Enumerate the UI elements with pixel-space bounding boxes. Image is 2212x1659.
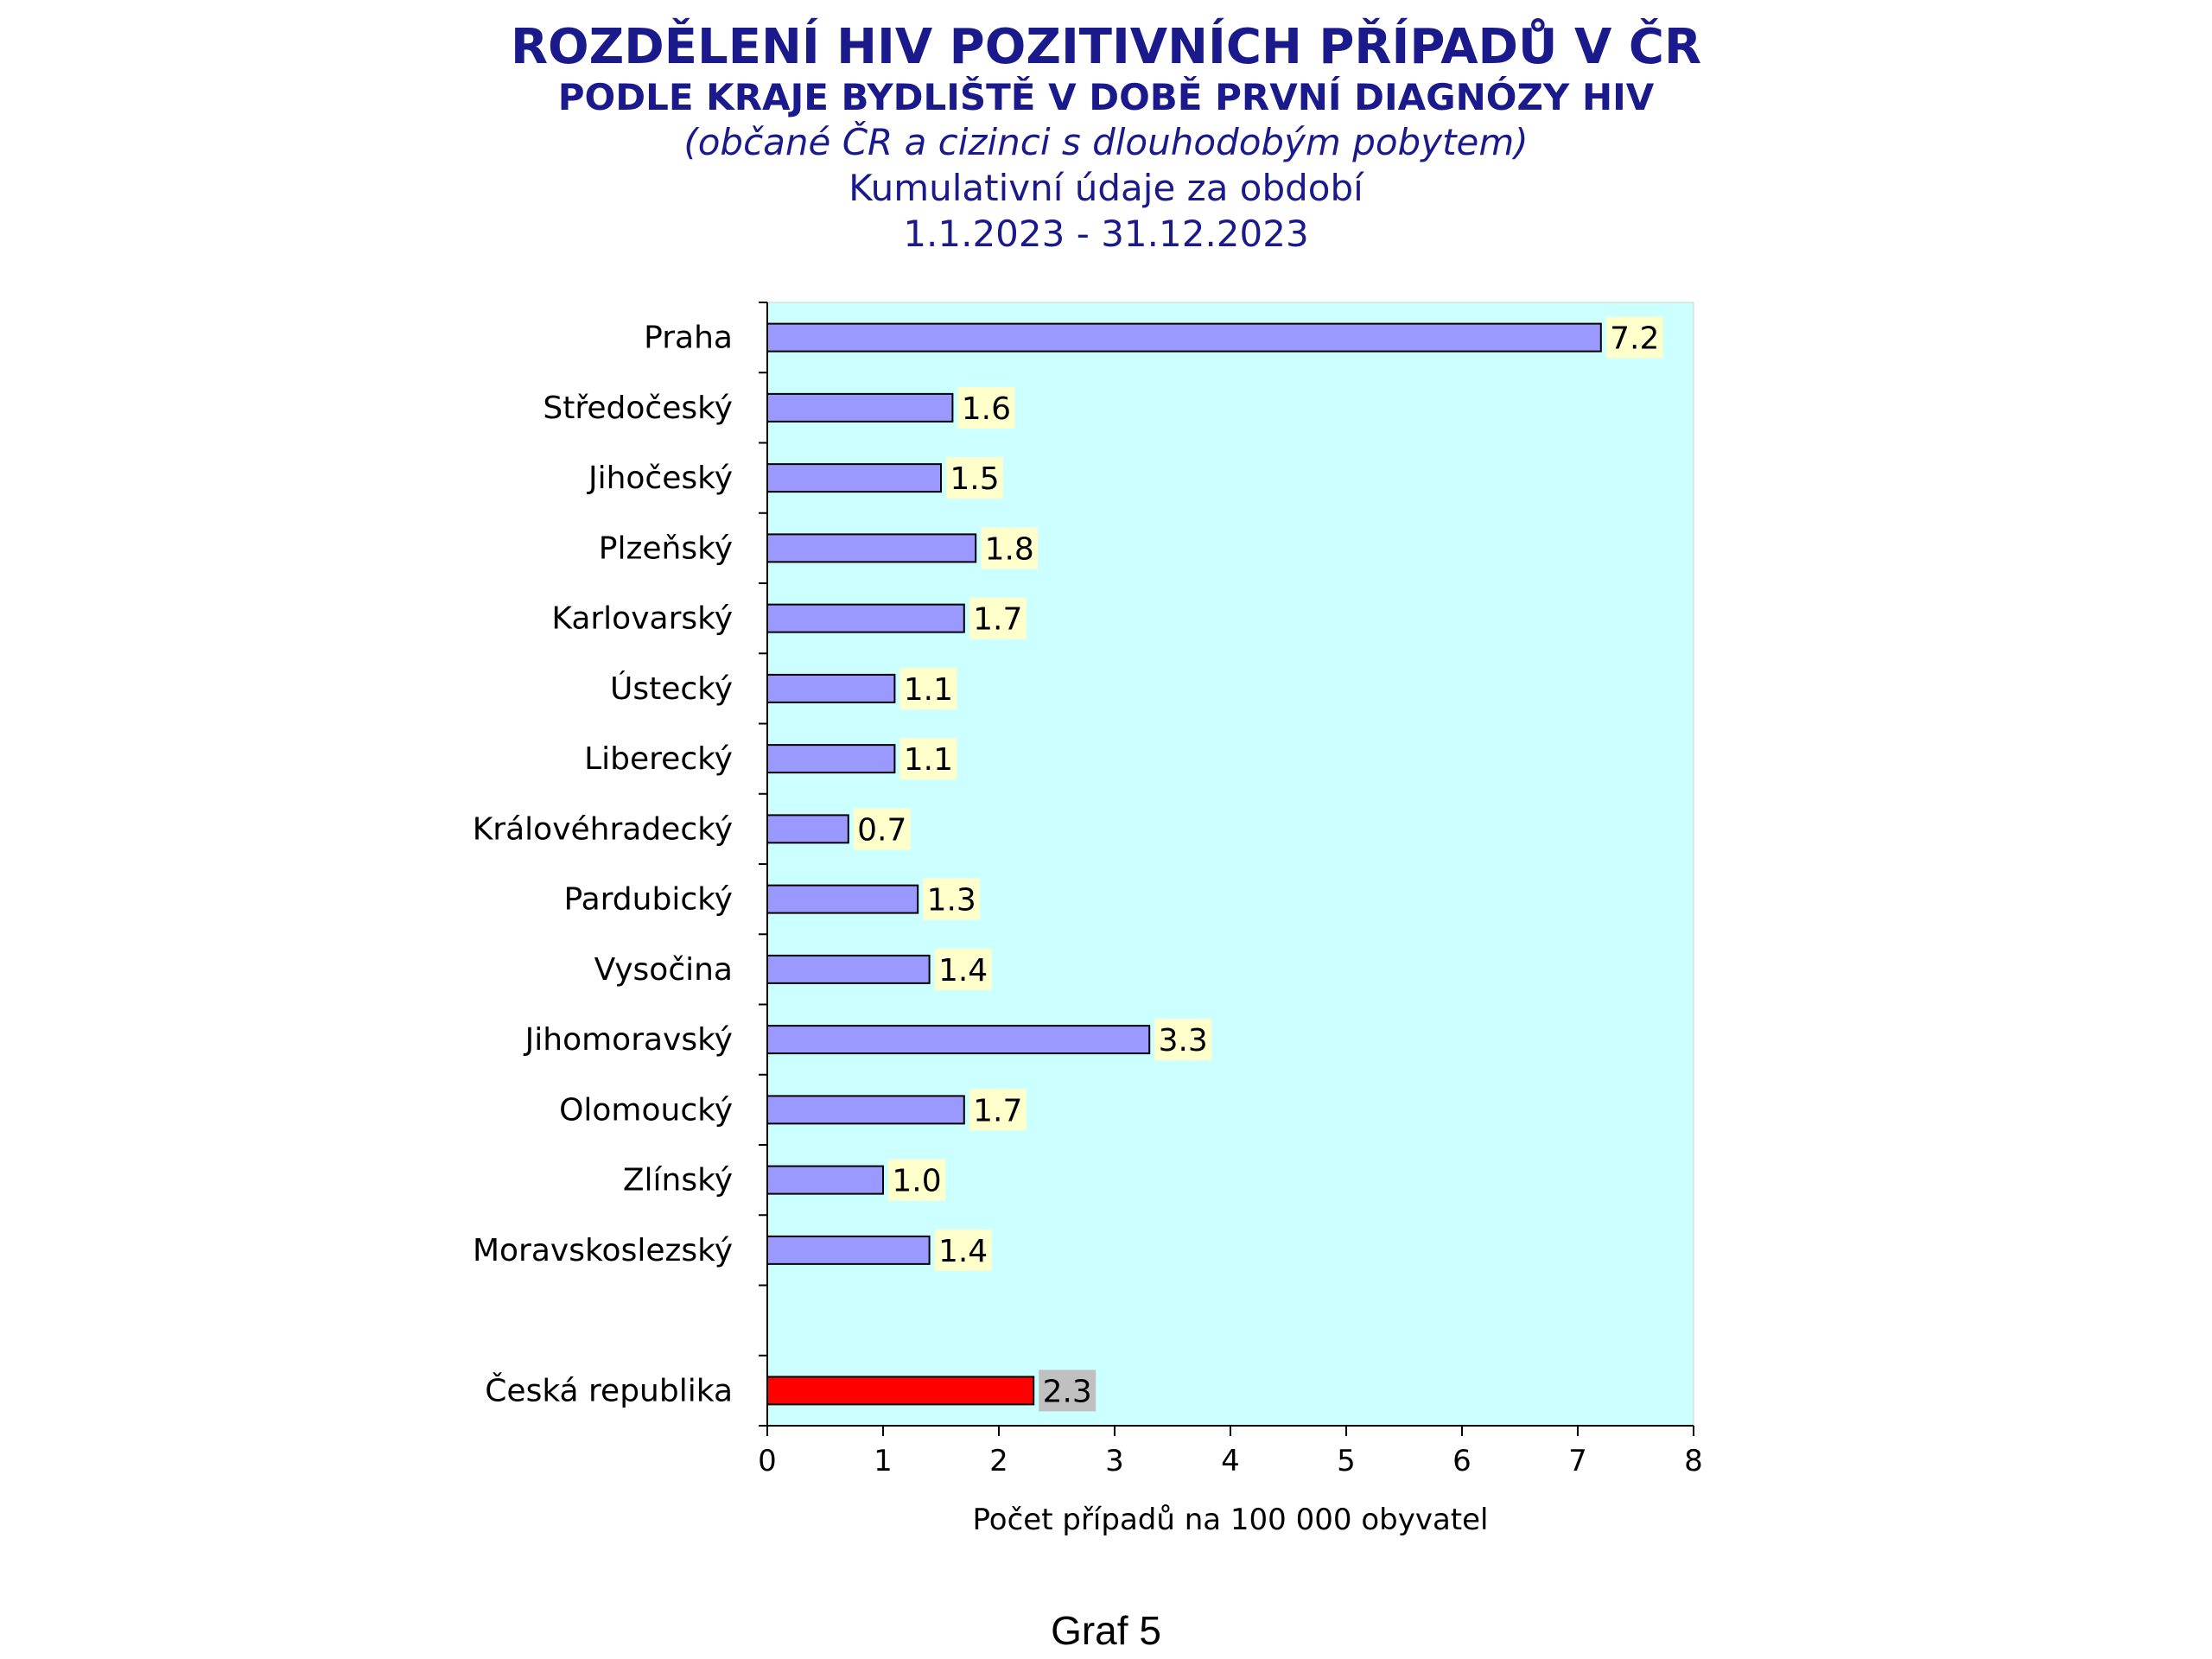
x-tick-label: 4 bbox=[1221, 1444, 1240, 1478]
bar bbox=[766, 1095, 965, 1125]
bar-total bbox=[766, 1376, 1035, 1406]
figure-caption: Graf 5 bbox=[1051, 1608, 1161, 1653]
x-axis-title: Počet případů na 100 000 obyvatel bbox=[973, 1503, 1489, 1537]
period-label: Kumulativní údaje za období bbox=[849, 167, 1363, 209]
data-label-box bbox=[969, 597, 1027, 639]
x-tick-label: 3 bbox=[1105, 1444, 1124, 1478]
data-label-box bbox=[923, 878, 981, 920]
bar bbox=[766, 1235, 931, 1265]
category-label: Pardubický bbox=[563, 882, 733, 918]
data-label: 1.3 bbox=[927, 883, 976, 918]
data-label-box bbox=[969, 1089, 1027, 1131]
data-label-box bbox=[934, 948, 992, 990]
data-label-box bbox=[888, 1159, 945, 1201]
bar bbox=[766, 533, 977, 563]
data-label-box bbox=[899, 738, 957, 780]
data-label: 1.1 bbox=[904, 672, 953, 708]
category-label: Liberecký bbox=[584, 741, 733, 777]
category-label: Zlínský bbox=[623, 1163, 733, 1198]
x-tick-label: 7 bbox=[1568, 1444, 1587, 1478]
period-range: 1.1.2023 - 31.12.2023 bbox=[903, 213, 1309, 255]
x-tick-label: 6 bbox=[1452, 1444, 1471, 1478]
data-label-box bbox=[1039, 1370, 1096, 1412]
bar bbox=[766, 673, 896, 703]
bar bbox=[766, 1165, 884, 1195]
category-label: Česká republika bbox=[485, 1372, 733, 1408]
data-label: 3.3 bbox=[1159, 1023, 1208, 1058]
data-label-box bbox=[981, 527, 1039, 569]
data-label-box bbox=[1154, 1019, 1212, 1061]
data-label: 1.1 bbox=[904, 742, 953, 778]
data-label: 1.7 bbox=[973, 602, 1022, 638]
bar bbox=[766, 322, 1602, 353]
bar bbox=[766, 1025, 1151, 1055]
bar bbox=[766, 463, 942, 493]
data-label-box bbox=[957, 386, 1015, 429]
x-tick-label: 2 bbox=[989, 1444, 1008, 1478]
x-tick-label: 1 bbox=[874, 1444, 893, 1478]
data-label: 1.8 bbox=[985, 531, 1034, 567]
category-label: Moravskoslezský bbox=[473, 1233, 733, 1268]
category-label: Jihočeský bbox=[587, 461, 733, 496]
data-label-box bbox=[934, 1229, 992, 1271]
chart-subtitle: PODLE KRAJE BYDLIŠTĚ V DOBĚ PRVNÍ DIAGNÓ… bbox=[557, 76, 1655, 118]
data-label: 1.7 bbox=[973, 1093, 1022, 1128]
bar bbox=[766, 744, 896, 774]
data-label-box bbox=[946, 457, 1003, 499]
data-label: 1.0 bbox=[892, 1164, 941, 1199]
data-label-box bbox=[899, 667, 957, 709]
category-label: Jihomoravský bbox=[524, 1022, 733, 1058]
x-tick-label: 8 bbox=[1684, 1444, 1703, 1478]
category-label: Praha bbox=[644, 321, 733, 356]
category-label: Plzeňský bbox=[599, 531, 733, 566]
x-tick-label: 5 bbox=[1337, 1444, 1356, 1478]
data-label-box bbox=[853, 808, 911, 850]
data-label: 7.2 bbox=[1610, 321, 1659, 357]
data-label: 1.5 bbox=[950, 461, 999, 497]
bar bbox=[766, 814, 849, 844]
category-label: Královéhradecký bbox=[473, 811, 733, 847]
data-label: 1.4 bbox=[938, 1234, 988, 1269]
chart-note: (občané ČR a cizinci s dlouhodobým pobyt… bbox=[683, 121, 1529, 163]
category-label: Ústecký bbox=[610, 671, 733, 707]
chart-title: ROZDĚLENÍ HIV POZITIVNÍCH PŘÍPADŮ V ČR bbox=[510, 19, 1702, 75]
category-label: Olomoucký bbox=[559, 1092, 733, 1128]
data-label: 1.6 bbox=[962, 391, 1011, 427]
category-label: Karlovarský bbox=[551, 601, 733, 637]
data-label: 0.7 bbox=[857, 812, 906, 848]
bar bbox=[766, 954, 931, 984]
bar bbox=[766, 603, 965, 633]
category-label: Vysočina bbox=[594, 952, 733, 988]
data-label: 1.4 bbox=[938, 953, 988, 988]
bar bbox=[766, 392, 954, 423]
data-label: 2.3 bbox=[1043, 1374, 1092, 1409]
bar bbox=[766, 884, 919, 914]
data-label-box bbox=[1605, 316, 1663, 359]
x-tick-label: 0 bbox=[758, 1444, 777, 1478]
category-label: Středočeský bbox=[543, 391, 733, 426]
